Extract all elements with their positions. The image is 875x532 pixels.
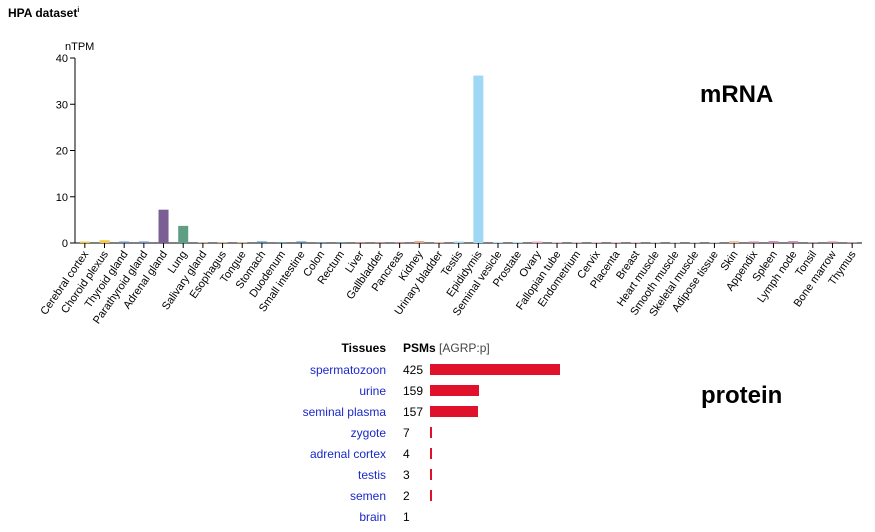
mrna-bar[interactable] <box>689 242 700 243</box>
protein-header-tissues: Tissues <box>341 341 386 355</box>
mrna-bar[interactable] <box>453 241 464 244</box>
mrna-bar[interactable] <box>217 242 228 243</box>
mrna-bar[interactable] <box>178 225 189 243</box>
dataset-title-text: HPA dataset <box>8 6 78 20</box>
protein-psm-value: 2 <box>403 489 410 503</box>
mrna-bar[interactable] <box>138 241 149 244</box>
mrna-bar[interactable] <box>315 242 326 243</box>
mrna-bar[interactable] <box>729 241 740 243</box>
mrna-bar[interactable] <box>414 241 425 243</box>
mrna-bar[interactable] <box>748 241 759 244</box>
protein-tissue-link[interactable]: testis <box>357 468 386 482</box>
protein-tissue-link[interactable]: spermatozoon <box>309 363 386 377</box>
protein-psm-bar <box>430 364 560 375</box>
mrna-bar[interactable] <box>670 242 681 243</box>
protein-row: brain 1 <box>0 510 875 531</box>
protein-row: semen 2 <box>0 489 875 510</box>
protein-psm-value: 1 <box>403 510 410 524</box>
mrna-bar[interactable] <box>532 241 543 244</box>
protein-header-psms: PSMs [AGRP:p] <box>403 341 490 355</box>
protein-psm-value: 4 <box>403 447 410 461</box>
mrna-bar[interactable] <box>276 242 287 243</box>
protein-psm-bar <box>430 448 432 459</box>
info-icon[interactable]: i <box>77 7 80 14</box>
mrna-bar[interactable] <box>591 242 602 243</box>
mrna-bar[interactable] <box>158 209 169 243</box>
mrna-bar[interactable] <box>473 75 484 243</box>
mrna-bar[interactable] <box>394 242 405 243</box>
mrna-bar[interactable] <box>119 241 130 244</box>
mrna-bar[interactable] <box>237 242 248 243</box>
protein-psm-bar <box>430 490 432 501</box>
y-tick-label: 20 <box>56 146 68 158</box>
protein-tissue-link[interactable]: seminal plasma <box>302 405 386 419</box>
mrna-bar[interactable] <box>335 242 346 243</box>
mrna-bar[interactable] <box>374 242 385 243</box>
protein-psm-bar <box>430 385 479 396</box>
protein-psm-bar <box>430 406 479 417</box>
mrna-bar[interactable] <box>79 241 90 244</box>
protein-tissue-link[interactable]: semen <box>349 489 386 503</box>
mrna-bar[interactable] <box>552 242 563 243</box>
protein-tissue-link[interactable]: adrenal cortex <box>309 447 386 461</box>
protein-psm-bar <box>430 427 433 438</box>
mrna-bar[interactable] <box>768 241 779 243</box>
mrna-bar[interactable] <box>433 242 444 243</box>
protein-tissue-link[interactable]: zygote <box>350 426 386 440</box>
protein-psm-value: 425 <box>403 363 424 377</box>
mrna-bar[interactable] <box>709 242 720 243</box>
protein-psm-value: 7 <box>403 426 410 440</box>
mrna-bar[interactable] <box>197 242 208 243</box>
psms-label: PSMs <box>403 341 436 355</box>
psms-gene-label: [AGRP:p] <box>439 341 490 355</box>
mrna-bar[interactable] <box>788 241 799 243</box>
protein-psm-value: 159 <box>403 384 424 398</box>
mrna-bar[interactable] <box>827 241 838 244</box>
dataset-title: HPA dataseti <box>8 6 79 20</box>
y-tick-label: 0 <box>62 238 68 250</box>
protein-row: spermatozoon 425 <box>0 363 875 384</box>
y-tick-label: 10 <box>56 192 68 204</box>
mrna-bar[interactable] <box>296 241 307 244</box>
mrna-bar[interactable] <box>99 240 110 243</box>
x-axis <box>75 242 862 248</box>
y-axis: 0 10 20 30 40 <box>56 53 76 250</box>
protein-row: testis 3 <box>0 468 875 489</box>
mrna-bar[interactable] <box>650 242 661 243</box>
protein-tissue-link[interactable]: urine <box>359 384 386 398</box>
bar-series <box>79 75 858 244</box>
mrna-label: mRNA <box>700 81 774 108</box>
mrna-bar[interactable] <box>355 242 366 243</box>
mrna-bar[interactable] <box>256 241 267 244</box>
mrna-bar[interactable] <box>847 242 858 243</box>
mrna-bar[interactable] <box>611 242 622 243</box>
protein-row: adrenal cortex 4 <box>0 447 875 468</box>
protein-psm-bar <box>430 469 432 480</box>
y-tick-label: 30 <box>56 99 68 111</box>
protein-row: seminal plasma 157 <box>0 405 875 426</box>
y-tick-label: 40 <box>56 53 68 65</box>
mrna-bar[interactable] <box>512 242 523 243</box>
protein-psm-value: 3 <box>403 468 410 482</box>
protein-row: zygote 7 <box>0 426 875 447</box>
mrna-bar[interactable] <box>807 242 818 243</box>
y-axis-label: nTPM <box>65 41 94 53</box>
mrna-bar[interactable] <box>493 242 504 243</box>
protein-psm-value: 157 <box>403 405 424 419</box>
mrna-bar[interactable] <box>571 242 582 243</box>
mrna-bar[interactable] <box>630 242 641 243</box>
protein-tissue-link[interactable]: brain <box>359 510 386 524</box>
protein-row: urine 159 <box>0 384 875 405</box>
protein-label: protein <box>701 382 783 409</box>
